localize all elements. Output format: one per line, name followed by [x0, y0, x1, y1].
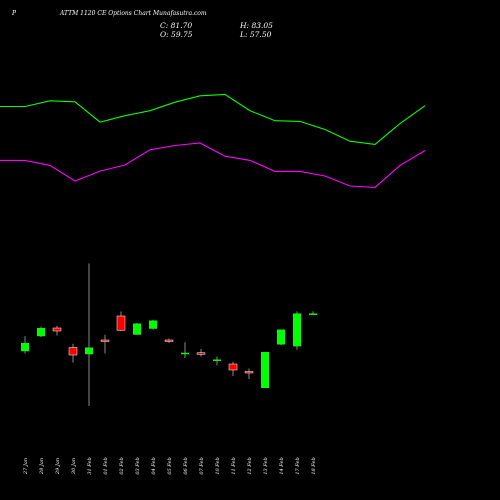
- x-tick-label: 02 Feb: [119, 457, 125, 474]
- candle-body-down: [52, 327, 62, 332]
- candle-body-up: [21, 343, 29, 352]
- lower-band-line: [0, 142, 426, 188]
- candle-body-down: [196, 352, 206, 355]
- candle-body-up: [277, 329, 285, 345]
- high-value: H: 83.05: [240, 21, 273, 30]
- x-tick-label: 03 Feb: [135, 457, 141, 474]
- x-tick-label: 01 Feb: [103, 457, 109, 474]
- chart-title: ATTM 1120 CE Options Chart Munafasutra.c…: [60, 10, 207, 17]
- open-value: O: 59.75: [160, 30, 193, 39]
- x-tick-label: 10 Feb: [215, 457, 221, 474]
- x-tick-label: 13 Feb: [263, 457, 269, 474]
- x-tick-label: 17 Feb: [295, 457, 301, 474]
- x-tick-label: 12 Feb: [247, 457, 253, 474]
- candle-body-up: [37, 328, 45, 337]
- candle-body-up: [85, 347, 93, 355]
- x-tick-label: 29 Jan: [55, 458, 61, 475]
- candle-body-up: [213, 359, 221, 361]
- x-tick-label: 30 Jan: [71, 458, 77, 474]
- x-tick-label: 27 Jan: [23, 458, 29, 475]
- candle-body-up: [181, 352, 189, 355]
- x-tick-label: 18 Feb: [311, 457, 317, 474]
- upper-band-line: [0, 93, 426, 145]
- close-value: C: 81.70: [160, 21, 193, 30]
- candle-body-down: [244, 371, 254, 374]
- candle-body-down: [68, 347, 78, 356]
- candle-body-up: [133, 323, 141, 335]
- x-tick-label: 31 Feb: [87, 457, 93, 474]
- candle-body-up: [293, 313, 301, 347]
- x-tick-label: 11 Feb: [231, 457, 237, 474]
- x-tick-label: 28 Jan: [39, 458, 45, 475]
- candle-body-down: [100, 339, 110, 342]
- candle-body-up: [261, 352, 269, 388]
- candle-body-up: [149, 320, 157, 329]
- candle-body-down: [164, 339, 174, 342]
- x-tick-label: 05 Feb: [167, 457, 173, 474]
- x-tick-label: 07 Feb: [199, 457, 205, 474]
- x-tick-label: 04 Feb: [151, 457, 157, 474]
- x-tick-label: 14 Feb: [279, 457, 285, 474]
- x-tick-label: 06 Feb: [183, 457, 189, 474]
- header-prefix: P: [12, 10, 17, 17]
- candle-body-up: [309, 313, 317, 315]
- low-value: L: 57.50: [240, 30, 272, 39]
- candle-body-down: [116, 315, 126, 331]
- candle-body-down: [228, 363, 238, 371]
